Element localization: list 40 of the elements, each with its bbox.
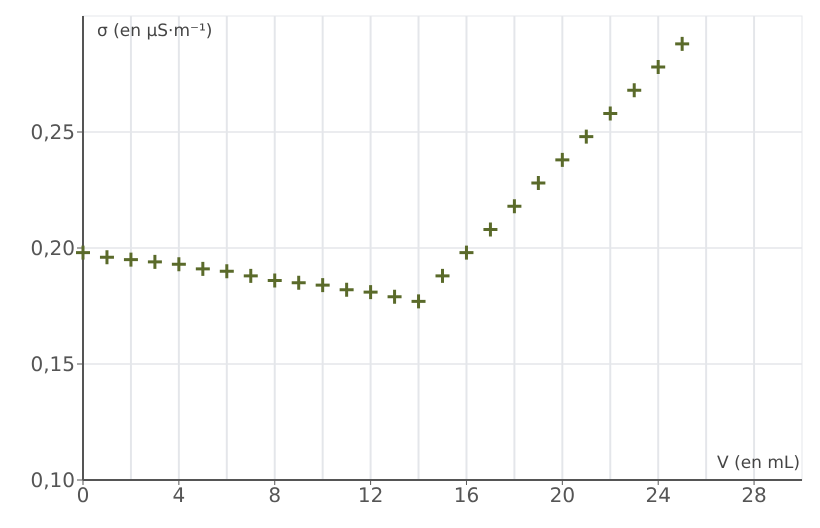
point <box>602 104 619 122</box>
point <box>242 267 260 284</box>
point <box>554 151 571 168</box>
point <box>650 58 667 76</box>
x-tick-label: 16 <box>454 483 480 507</box>
point <box>266 272 284 289</box>
x-tick-label: 8 <box>268 483 282 507</box>
y-tick-label: 0,20 <box>30 236 75 260</box>
point <box>434 267 451 284</box>
y-tick-label: 0,10 <box>30 468 75 492</box>
point <box>338 281 356 298</box>
point <box>74 244 92 262</box>
y-tick-label: 0,15 <box>30 352 75 376</box>
point <box>170 256 188 273</box>
point <box>146 253 164 270</box>
x-tick-label: 28 <box>741 483 767 507</box>
point <box>530 174 547 192</box>
point <box>98 248 116 266</box>
point <box>506 198 523 215</box>
point <box>362 284 380 301</box>
point <box>290 274 308 292</box>
point <box>674 35 691 52</box>
point <box>218 262 236 280</box>
point <box>386 288 404 306</box>
point <box>458 244 475 262</box>
x-tick-label: 12 <box>358 483 384 507</box>
y-axis-title: σ (en µS·m⁻¹) <box>97 21 212 41</box>
x-tick-label: 4 <box>172 483 186 507</box>
x-axis-title: V (en mL) <box>717 453 800 473</box>
point <box>314 276 332 294</box>
x-tick-label: 24 <box>645 483 671 507</box>
point <box>122 251 140 268</box>
x-tick-label: 20 <box>550 483 576 507</box>
x-tick-label: 0 <box>76 483 90 507</box>
y-tick-label: 0,25 <box>30 120 75 144</box>
point <box>482 220 499 238</box>
point <box>410 292 428 310</box>
point <box>626 82 643 99</box>
point <box>194 260 212 278</box>
point <box>578 128 595 146</box>
